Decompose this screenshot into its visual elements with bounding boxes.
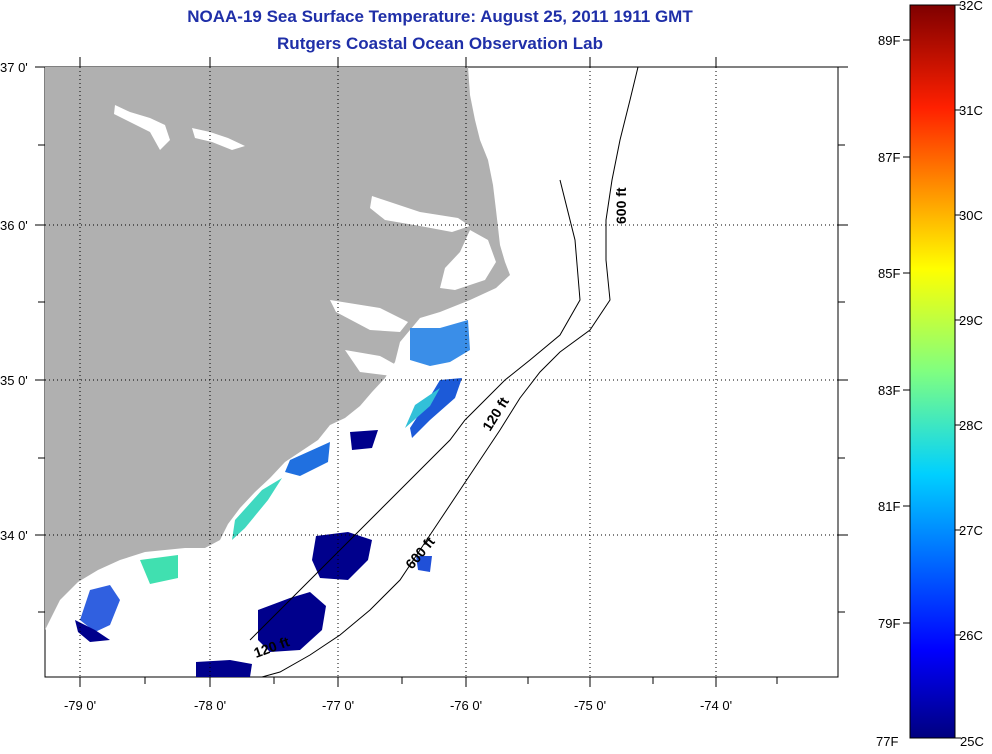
albemarle-sound <box>370 196 470 232</box>
sst-patch-coastal-3 <box>285 442 330 476</box>
cb-c-31: 31C <box>959 103 983 118</box>
lat-ticks <box>35 66 848 613</box>
cb-c-26: 26C <box>959 628 983 643</box>
contour-120ft <box>249 179 581 641</box>
colorbar-fahrenheit-labels: 89F 87F 85F 83F 81F 79F 77F <box>876 33 900 749</box>
lat-label-36: 36 0' <box>0 218 28 233</box>
contour-600ft-north <box>261 67 639 677</box>
cb-c-25: 25C <box>960 734 984 749</box>
lon-label-77: -77 0' <box>322 698 354 713</box>
pamlico-river <box>330 300 408 332</box>
graticule <box>45 67 838 677</box>
cb-f-81: 81F <box>878 499 900 514</box>
lat-label-37: 37 0' <box>0 60 28 75</box>
sst-patch-southwest-1 <box>80 585 120 632</box>
sst-patch-coastal-5 <box>350 430 378 450</box>
lon-label-78: -78 0' <box>194 698 226 713</box>
lat-labels: 37 0' 36 0' 35 0' 34 0' <box>0 60 28 543</box>
map-subtitle: Rutgers Coastal Ocean Observation Lab <box>277 34 603 53</box>
sst-patch-offshore-2 <box>258 592 326 652</box>
sst-patch-pamlico <box>410 320 470 366</box>
inland-river-1 <box>114 105 170 150</box>
cb-c-28: 28C <box>959 418 983 433</box>
sst-patch-offshore-1 <box>312 532 372 580</box>
lon-label-74: -74 0' <box>700 698 732 713</box>
map-title: NOAA-19 Sea Surface Temperature: August … <box>187 7 693 26</box>
cb-c-27: 27C <box>959 523 983 538</box>
cb-f-89: 89F <box>878 33 900 48</box>
cb-f-87: 87F <box>878 150 900 165</box>
sst-patch-offshore-3 <box>196 660 252 677</box>
cb-f-85: 85F <box>878 266 900 281</box>
colorbar <box>909 4 956 739</box>
colorbar-celsius-labels: 32C 31C 30C 29C 28C 27C 26C 25C <box>959 0 984 749</box>
cb-f-79: 79F <box>878 616 900 631</box>
neuse-river <box>345 350 398 376</box>
contour-label-600ft-north: 600 ft <box>613 187 629 224</box>
inland-river-2 <box>192 128 245 150</box>
cb-c-29: 29C <box>959 313 983 328</box>
colorbar-ticks <box>903 4 961 739</box>
lat-label-35: 35 0' <box>0 373 28 388</box>
lon-ticks <box>79 57 778 687</box>
sst-patch-coastal-4 <box>232 478 282 540</box>
sst-patch-offshore-4 <box>416 556 432 572</box>
lat-label-34: 34 0' <box>0 528 28 543</box>
pamlico-sound <box>440 230 496 290</box>
sst-patch-coastal-2 <box>405 388 440 428</box>
lon-label-76: -76 0' <box>450 698 482 713</box>
cb-c-30: 30C <box>959 208 983 223</box>
sst-patch-coastal-1 <box>410 378 462 438</box>
lon-labels: -79 0' -78 0' -77 0' -76 0' -75 0' -74 0… <box>64 698 732 713</box>
lon-label-79: -79 0' <box>64 698 96 713</box>
cb-f-77: 77F <box>876 734 898 749</box>
cb-f-83: 83F <box>878 383 900 398</box>
sst-patch-southwest-2 <box>140 555 178 584</box>
lon-label-75: -75 0' <box>574 698 606 713</box>
sst-patch-southwest-3 <box>75 620 110 642</box>
cb-c-32: 32C <box>959 0 983 13</box>
